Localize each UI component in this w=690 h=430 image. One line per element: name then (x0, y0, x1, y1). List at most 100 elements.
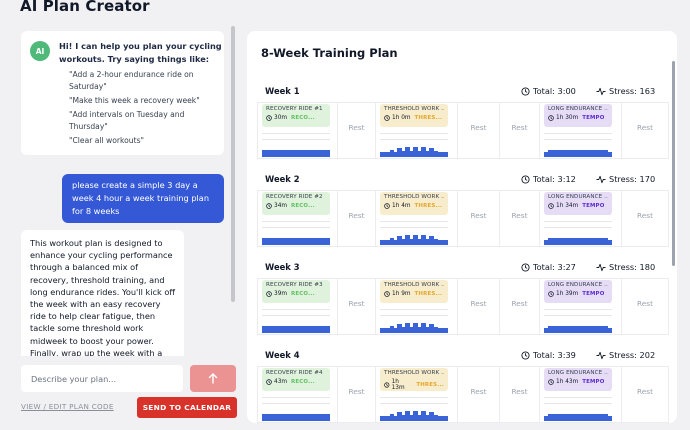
plan-title: 8-Week Training Plan (261, 46, 398, 60)
week-total: Total: 3:00 (521, 86, 576, 96)
grid-line (544, 221, 612, 222)
workout-card[interactable]: RECOVERY RIDE #4 43m RECO... (262, 368, 330, 391)
day-cell-mon[interactable]: RECOVERY RIDE #3 39m RECO... (257, 278, 337, 335)
power-profile-chart (380, 411, 448, 421)
workout-duration: 1h 4m (384, 203, 411, 209)
workout-card[interactable]: RECOVERY RIDE #2 34m RECO... (262, 192, 330, 215)
workout-duration: 1h 39m (548, 291, 578, 297)
day-cell-sat[interactable]: LONG ENDURANCE ... 1h 34m TEMPO (539, 190, 621, 247)
day-cell-sun[interactable]: Rest (621, 366, 669, 423)
power-profile-chart (262, 150, 330, 157)
workout-duration: 1h 43m (548, 379, 578, 385)
clock-icon (384, 115, 390, 121)
day-cell-fri[interactable]: Rest (499, 366, 539, 423)
week-total: Total: 3:39 (521, 350, 576, 360)
day-cell-fri[interactable]: Rest (499, 102, 539, 159)
day-cell-wed[interactable]: THRESHOLD WORK ... 1h 13m THRES... (375, 366, 457, 423)
workout-card[interactable]: THRESHOLD WORK ... 1h 13m THRES... (380, 368, 448, 391)
workout-name: RECOVERY RIDE #4 (266, 370, 323, 376)
suggestion-item: "Add intervals on Tuesday and Thursday" (69, 110, 185, 131)
workout-card[interactable]: THRESHOLD WORK ... 1h 0m THRES... (380, 104, 448, 127)
workout-name: RECOVERY RIDE #1 (266, 106, 323, 112)
view-edit-plan-code-link[interactable]: VIEW / EDIT PLAN CODE (21, 402, 114, 411)
workout-card[interactable]: LONG ENDURANCE ... 1h 39m TEMPO (544, 280, 612, 303)
workout-duration-text: 1h 34m (556, 203, 579, 209)
day-cell-fri[interactable]: Rest (499, 190, 539, 247)
week-stress-text: Stress: 163 (609, 86, 656, 96)
workout-name: RECOVERY RIDE #2 (266, 194, 323, 200)
day-cell-tue[interactable]: Rest (337, 190, 375, 247)
workout-card[interactable]: LONG ENDURANCE ... 1h 34m TEMPO (544, 192, 612, 215)
workout-name: THRESHOLD WORK ... (384, 194, 444, 200)
user-message: please create a simple 3 day a week 4 ho… (62, 174, 224, 223)
send-to-calendar-button[interactable]: SEND TO CALENDAR (137, 397, 237, 418)
workout-name: LONG ENDURANCE ... (548, 370, 608, 376)
workout-type: TEMPO (582, 203, 605, 209)
week-name: Week 1 (265, 86, 300, 96)
send-message-button[interactable] (190, 365, 236, 392)
suggestion-item: "Clear all workouts" (69, 136, 145, 145)
day-cell-tue[interactable]: Rest (337, 102, 375, 159)
week-total-text: Total: 3:00 (533, 86, 576, 96)
workout-duration-text: 34m (274, 203, 288, 209)
day-cell-sat[interactable]: LONG ENDURANCE ... 1h 43m TEMPO (539, 366, 621, 423)
week-name: Week 4 (265, 350, 300, 360)
grid-line (262, 315, 330, 316)
workout-duration-text: 1h 13m (391, 379, 405, 391)
grid-line (262, 397, 330, 398)
day-cell-sun[interactable]: Rest (621, 102, 669, 159)
activity-icon (596, 351, 606, 359)
workout-name: LONG ENDURANCE ... (548, 194, 608, 200)
rest-label: Rest (470, 387, 487, 396)
workout-card[interactable]: RECOVERY RIDE #3 39m RECO... (262, 280, 330, 303)
workout-duration: 34m (266, 203, 287, 209)
day-cell-thu[interactable]: Rest (457, 366, 499, 423)
day-cell-fri[interactable]: Rest (499, 278, 539, 335)
week-header: Week 2 Total: 3:12 Stress: 170 (257, 169, 669, 189)
workout-card[interactable]: THRESHOLD WORK ... 1h 4m THRES... (380, 192, 448, 215)
rest-label: Rest (511, 211, 528, 220)
day-cell-sun[interactable]: Rest (621, 278, 669, 335)
plan-scrollbar[interactable] (672, 61, 675, 266)
day-cell-wed[interactable]: THRESHOLD WORK ... 1h 9m THRES... (375, 278, 457, 335)
power-profile-chart (544, 238, 612, 245)
week-header: Week 4 Total: 3:39 Stress: 202 (257, 345, 669, 365)
workout-name: THRESHOLD WORK ... (384, 106, 444, 112)
clock-icon (548, 379, 554, 385)
workout-duration: 1h 13m (384, 379, 412, 391)
day-cell-thu[interactable]: Rest (457, 278, 499, 335)
workout-duration-text: 1h 9m (392, 291, 411, 297)
workout-card[interactable]: THRESHOLD WORK ... 1h 9m THRES... (380, 280, 448, 303)
workout-card[interactable]: RECOVERY RIDE #1 30m RECO... (262, 104, 330, 127)
day-cell-tue[interactable]: Rest (337, 278, 375, 335)
workout-type: TEMPO (582, 291, 605, 297)
rest-label: Rest (511, 299, 528, 308)
week-stress: Stress: 202 (596, 350, 655, 360)
week-row: Week 2 Total: 3:12 Stress: 170 RECOVERY RID… (257, 169, 669, 257)
day-cell-wed[interactable]: THRESHOLD WORK ... 1h 4m THRES... (375, 190, 457, 247)
day-cell-mon[interactable]: RECOVERY RIDE #4 43m RECO... (257, 366, 337, 423)
day-cell-thu[interactable]: Rest (457, 190, 499, 247)
rest-label: Rest (636, 211, 654, 220)
day-cell-tue[interactable]: Rest (337, 366, 375, 423)
workout-name: RECOVERY RIDE #3 (266, 282, 323, 288)
day-cell-sat[interactable]: LONG ENDURANCE ... 1h 30m TEMPO (539, 102, 621, 159)
chat-scrollbar[interactable] (231, 26, 235, 302)
clock-icon (266, 291, 272, 297)
day-cell-mon[interactable]: RECOVERY RIDE #2 34m RECO... (257, 190, 337, 247)
clock-icon (384, 291, 390, 297)
day-cell-mon[interactable]: RECOVERY RIDE #1 30m RECO... (257, 102, 337, 159)
grid-line (262, 139, 330, 140)
day-cell-sat[interactable]: LONG ENDURANCE ... 1h 39m TEMPO (539, 278, 621, 335)
power-profile-chart (262, 326, 330, 333)
rest-label: Rest (348, 123, 365, 132)
workout-card[interactable]: LONG ENDURANCE ... 1h 30m TEMPO (544, 104, 612, 127)
day-cell-thu[interactable]: Rest (457, 102, 499, 159)
week-total-text: Total: 3:27 (533, 262, 576, 272)
workout-duration-text: 1h 43m (556, 379, 579, 385)
workout-card[interactable]: LONG ENDURANCE ... 1h 43m TEMPO (544, 368, 612, 391)
day-cell-sun[interactable]: Rest (621, 190, 669, 247)
plan-prompt-input[interactable]: Describe your plan... (21, 365, 183, 392)
workout-duration-text: 43m (274, 379, 288, 385)
day-cell-wed[interactable]: THRESHOLD WORK ... 1h 0m THRES... (375, 102, 457, 159)
